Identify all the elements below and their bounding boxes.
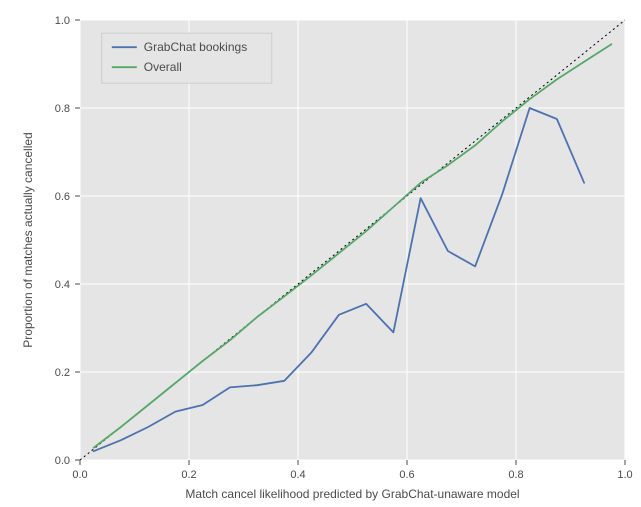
chart-svg: 0.0 0.2 0.4 0.6 0.8 1.0 0.0 0.2 0.4 0.6 0.8 1.0 Matc… xyxy=(0,0,641,507)
y-tick-label: 0.0 xyxy=(55,455,70,467)
y-tick-label: 0.8 xyxy=(55,103,70,115)
legend-label: GrabChat bookings xyxy=(144,40,247,54)
x-tick-label: 0.6 xyxy=(399,469,414,481)
x-tick-label: 0.8 xyxy=(508,469,523,481)
y-tick-label: 0.4 xyxy=(55,279,70,291)
legend: GrabChat bookings Overall xyxy=(102,33,272,83)
y-tick-label: 1.0 xyxy=(55,15,70,27)
x-tick-label: 0.4 xyxy=(290,469,305,481)
x-tick-label: 1.0 xyxy=(617,469,632,481)
x-axis-label: Match cancel likelihood predicted by Gra… xyxy=(185,487,519,501)
y-tick-label: 0.6 xyxy=(55,191,70,203)
y-axis-label: Proportion of matches actually cancelled xyxy=(21,132,35,347)
calibration-chart: 0.0 0.2 0.4 0.6 0.8 1.0 0.0 0.2 0.4 0.6 0.8 1.0 Matc… xyxy=(0,0,641,507)
x-tick-label: 0.2 xyxy=(181,469,196,481)
x-tick-label: 0.0 xyxy=(72,469,87,481)
legend-label: Overall xyxy=(144,60,182,74)
y-tick-label: 0.2 xyxy=(55,367,70,379)
